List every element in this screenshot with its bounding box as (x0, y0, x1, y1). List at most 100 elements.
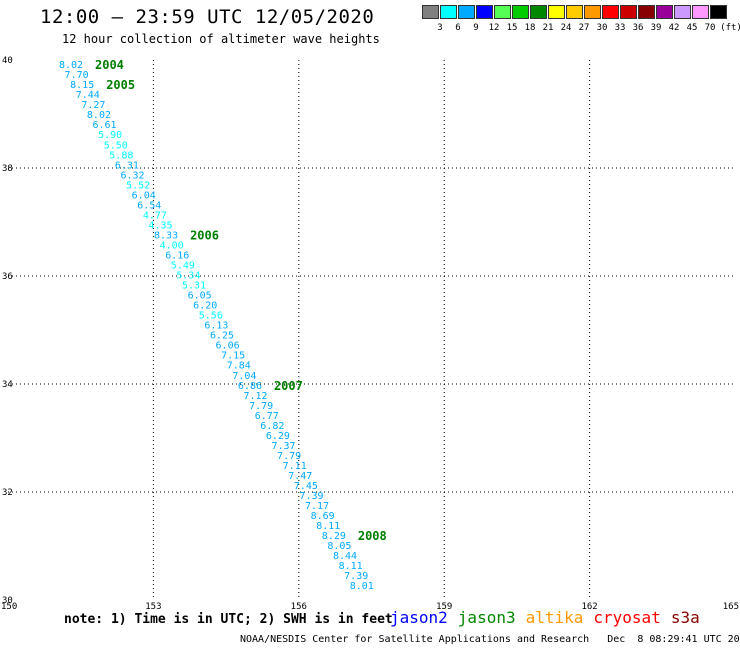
colorbar-label: 36 (632, 23, 644, 33)
time-label: 2004 (95, 58, 124, 72)
swh-value: 6.20 (193, 301, 217, 312)
swh-value: 6.61 (93, 120, 117, 131)
satellite-s3a: s3a (670, 608, 700, 627)
time-label: 2007 (274, 379, 303, 393)
colorbar-swatch (512, 5, 529, 19)
swh-value: 5.49 (171, 261, 195, 272)
swh-points: 8.027.708.157.447.278.026.615.905.505.88… (59, 60, 374, 592)
satellite-jason2: jason2 (390, 608, 448, 627)
swh-value: 5.88 (109, 150, 133, 161)
swh-value: 7.79 (249, 401, 273, 412)
time-label: 2008 (358, 529, 387, 543)
x-tick-label: 153 (145, 602, 161, 610)
colorbar-label: 24 (560, 23, 572, 33)
x-tick-label: 156 (291, 602, 307, 610)
swh-value: 6.86 (238, 381, 262, 392)
colorbar-label: 3 (437, 23, 443, 33)
swh-value: 7.37 (271, 441, 295, 452)
swh-value: 7.47 (288, 471, 312, 482)
units-note: note: 1) Time is in UTC; 2) SWH is in fe… (64, 612, 393, 627)
swh-value: 4.00 (160, 240, 184, 251)
swh-value: 7.79 (277, 451, 301, 462)
colorbar-label: 9 (473, 23, 479, 33)
swh-value: 8.11 (316, 521, 340, 532)
colorbar-swatch (710, 5, 727, 19)
swh-value: 7.04 (232, 371, 256, 382)
swh-value: 8.02 (87, 110, 111, 121)
swh-value: 6.32 (120, 170, 144, 181)
x-tick-label: 159 (436, 602, 452, 610)
colorbar-label: 6 (455, 23, 461, 33)
swh-value: 6.06 (216, 341, 240, 352)
swh-value: 5.56 (199, 311, 223, 322)
swh-value: 7.45 (294, 481, 318, 492)
y-tick-label: 30 (2, 596, 13, 606)
swh-value: 6.29 (266, 431, 290, 442)
swh-value: 6.77 (255, 411, 279, 422)
colorbar-label: 12 (488, 23, 500, 33)
colorbar-label: (ft) (720, 23, 740, 33)
swh-value: 5.50 (104, 140, 128, 151)
swh-value: 6.31 (115, 160, 139, 171)
swh-value: 8.15 (70, 80, 94, 91)
swh-value: 5.52 (126, 180, 150, 191)
swh-value: 7.70 (65, 70, 89, 81)
swh-value: 8.69 (311, 511, 335, 522)
swh-value: 7.11 (283, 461, 307, 472)
satellite-cryosat: cryosat (593, 608, 661, 627)
swh-value: 7.27 (81, 100, 105, 111)
colorbar-swatch (548, 5, 565, 19)
swh-value: 4.77 (143, 210, 167, 221)
x-tick-label: 150 (1, 602, 17, 610)
x-tick-label: 162 (581, 602, 597, 610)
colorbar-swatch (422, 5, 439, 19)
swh-value: 7.44 (76, 90, 100, 101)
credit-line: NOAA/NESDIS Center for Satellite Applica… (240, 634, 740, 645)
swh-value: 7.12 (244, 391, 268, 402)
colorbar-swatch (674, 5, 691, 19)
y-tick-label: 34 (2, 380, 13, 390)
swh-value: 6.25 (210, 331, 234, 342)
colorbar-swatch (584, 5, 601, 19)
swh-value: 7.15 (221, 351, 245, 362)
colorbar-label: 27 (578, 23, 590, 33)
colorbar-label: 33 (614, 23, 626, 33)
swh-value: 8.01 (350, 581, 374, 592)
colorbar-swatch (638, 5, 655, 19)
swh-value: 6.54 (137, 200, 161, 211)
swh-value: 5.34 (176, 271, 200, 282)
colorbar-label: 15 (506, 23, 518, 33)
swh-value: 6.05 (188, 291, 212, 302)
satellite-jason3: jason3 (457, 608, 516, 627)
colorbar-label: 21 (542, 23, 554, 33)
colorbar-label: 39 (650, 23, 662, 33)
swh-value: 8.05 (327, 541, 351, 552)
time-labels: 2004 2005 2006 2007 2008 (95, 58, 387, 543)
swh-value: 7.17 (305, 501, 329, 512)
colorbar-swatch (494, 5, 511, 19)
swh-value: 7.39 (344, 571, 368, 582)
colorbar-swatch (692, 5, 709, 19)
colorbar-swatch (602, 5, 619, 19)
swh-value: 6.16 (165, 251, 189, 262)
map-title: 12:00 — 23:59 UTC 12/05/2020 (40, 6, 375, 28)
x-tick-label: 165 (723, 602, 739, 610)
swh-value: 8.02 (59, 60, 83, 71)
satellite-legend: jason2 jason3 altika cryosat s3a (390, 608, 710, 627)
axis-ticks: 150 153 156 159 162 165 40 38 36 34 32 30 (1, 56, 739, 610)
swh-value: 7.84 (227, 361, 251, 372)
swh-value: 6.13 (204, 321, 228, 332)
swh-value: 8.44 (333, 551, 357, 562)
colorbar-swatch (530, 5, 547, 19)
colorbar-label: 42 (668, 23, 680, 33)
swh-value: 5.31 (182, 281, 206, 292)
y-tick-label: 36 (2, 272, 13, 282)
y-tick-label: 38 (2, 164, 13, 174)
colorbar-swatch (476, 5, 493, 19)
colorbar-label: 70 (704, 23, 716, 33)
swh-value: 5.90 (98, 130, 122, 141)
colorbar-swatch (458, 5, 475, 19)
swh-value: 6.04 (132, 190, 156, 201)
colorbar-label: 18 (524, 23, 536, 33)
